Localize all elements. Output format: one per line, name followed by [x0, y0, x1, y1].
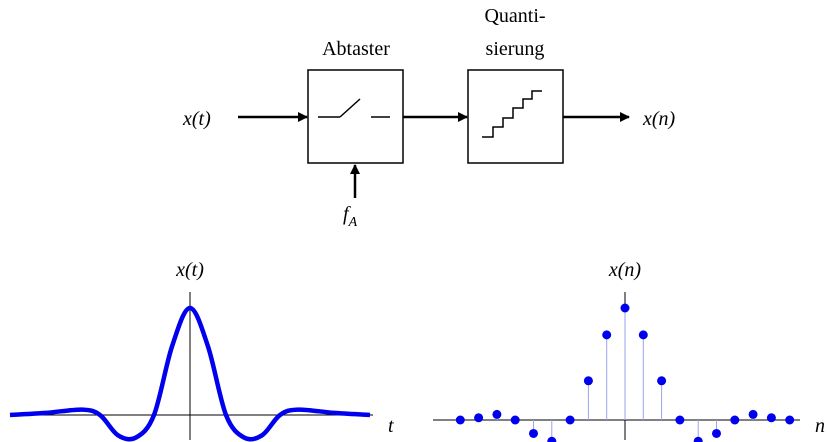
discrete-x-axis-label: n [815, 415, 825, 437]
sampling-frequency-label: fA [343, 203, 358, 230]
sampling-frequency-base: f [343, 203, 351, 225]
sample-point [675, 415, 685, 425]
sample-point [748, 409, 758, 419]
continuous-plot-title: x(t) [175, 259, 204, 281]
sample-point [529, 428, 538, 438]
sample-point [492, 409, 502, 419]
sample-point [638, 330, 648, 340]
sample-point [657, 376, 667, 386]
input-signal-label: x(t) [182, 108, 211, 130]
discrete-stems [455, 303, 795, 442]
sample-point [583, 376, 593, 386]
sample-point [455, 415, 465, 425]
sample-point [766, 413, 776, 423]
sample-point [785, 415, 795, 425]
continuous-signal-curve [9, 305, 371, 442]
sample-point [474, 413, 484, 423]
sample-point [620, 303, 630, 313]
output-signal-label: x(n) [642, 108, 676, 130]
switch-icon [318, 98, 390, 118]
discrete-plot-title: x(n) [608, 259, 642, 281]
sample-point [565, 415, 575, 425]
sample-point [730, 415, 740, 425]
sample-point [547, 436, 557, 442]
sample-point [693, 436, 703, 442]
quantizer-block [467, 69, 564, 164]
sample-point [602, 330, 612, 340]
sampler-title: Abtaster [322, 38, 390, 60]
sampling-frequency-subscript: A [348, 215, 358, 230]
continuous-plot: x(t) t [9, 259, 394, 442]
quantizer-title-line1: Quanti- [484, 5, 545, 27]
continuous-x-axis-label: t [388, 415, 394, 437]
quantizer-title-line2: sierung [486, 38, 545, 60]
discrete-plot: x(n) n [433, 259, 825, 442]
sample-point [510, 415, 520, 425]
sample-point [712, 428, 721, 438]
staircase-icon [482, 90, 542, 138]
